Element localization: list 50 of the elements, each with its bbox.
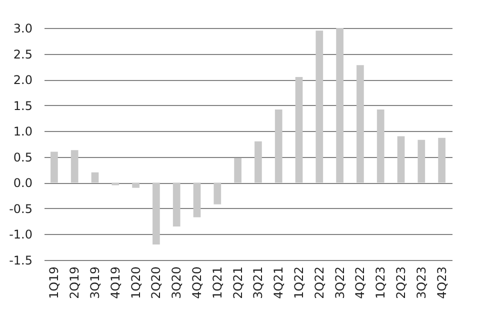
x-tick-label: 1Q21 (210, 266, 224, 299)
bar (132, 182, 140, 188)
x-tick-label: 2Q19 (68, 266, 82, 299)
x-tick-label: 3Q21 (251, 266, 266, 299)
y-tick-label: 0.5 (13, 150, 32, 164)
x-tick-label: 3Q19 (88, 266, 102, 299)
y-tick-label: 1.0 (13, 124, 32, 139)
bar (316, 30, 324, 183)
y-tick-label: 0.0 (13, 176, 32, 190)
x-tick-label: 2Q23 (394, 266, 408, 299)
bar (274, 109, 282, 183)
y-tick-label: 3.0 (13, 22, 32, 36)
bar (214, 182, 222, 204)
bar (438, 138, 446, 183)
y-tick-label: 2.5 (13, 47, 32, 62)
x-tick-label: 4Q19 (108, 266, 122, 299)
x-tick-label: 3Q23 (414, 266, 428, 299)
x-tick-label: 1Q22 (292, 266, 306, 299)
bar (397, 136, 405, 183)
bar (295, 76, 303, 183)
y-tick-label: 1.5 (13, 98, 32, 113)
bar (50, 152, 58, 183)
y-tick-label: -1.0 (9, 228, 32, 242)
x-tick-label: 2Q22 (312, 266, 326, 299)
x-tick-label: 1Q23 (374, 266, 388, 299)
bar (172, 182, 180, 226)
x-tick-label: 3Q22 (332, 266, 347, 299)
bar (234, 158, 242, 183)
y-tick-label: -1.5 (9, 254, 32, 268)
x-tick-label: 4Q23 (434, 266, 449, 299)
bar (70, 150, 78, 183)
bar (254, 141, 262, 183)
bar (356, 65, 364, 183)
y-tick-label: 2.0 (13, 73, 32, 88)
bar (418, 140, 426, 183)
x-tick-label: 3Q20 (170, 266, 184, 299)
x-tick-label: 2Q21 (230, 266, 245, 299)
bar (91, 172, 99, 183)
bar (336, 28, 344, 183)
x-tick-label: 2Q20 (149, 266, 164, 299)
bar (193, 182, 201, 218)
x-tick-label: 1Q20 (128, 266, 143, 299)
bar (376, 109, 384, 183)
x-tick-label: 4Q21 (272, 266, 286, 299)
x-tick-label: 4Q22 (353, 266, 368, 299)
x-tick-label: 1Q19 (47, 266, 62, 299)
bar (112, 182, 120, 186)
x-tick-label: 4Q20 (190, 266, 204, 299)
bar (152, 182, 160, 245)
y-tick-label: -0.5 (9, 202, 32, 216)
